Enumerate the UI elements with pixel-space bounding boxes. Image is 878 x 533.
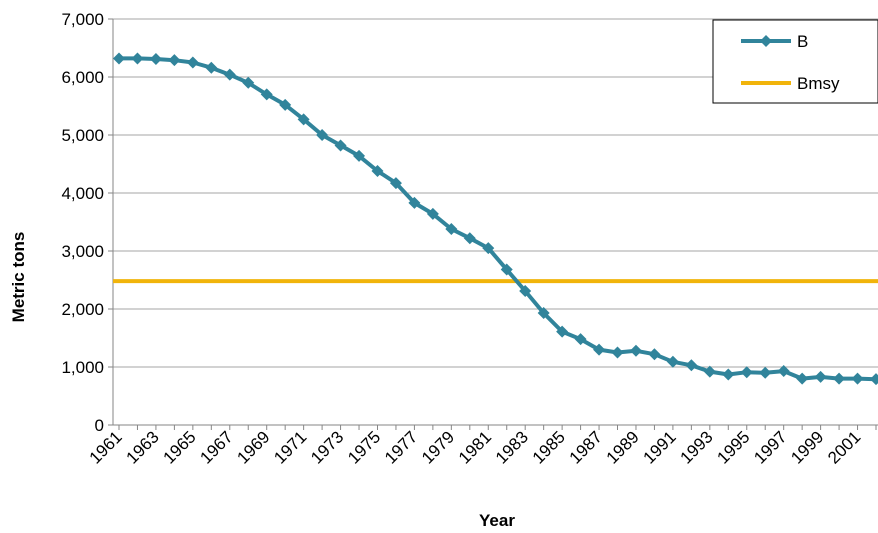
x-tick-label: 1985 <box>529 427 569 467</box>
data-point-b <box>426 207 439 220</box>
data-point-b <box>334 139 347 152</box>
data-point-b <box>703 365 716 378</box>
data-point-b <box>205 61 218 74</box>
data-point-b <box>722 368 735 381</box>
data-point-b <box>168 54 181 67</box>
data-point-b <box>113 52 125 65</box>
x-tick-labels: 1961196319651967196919711973197519771979… <box>86 427 865 467</box>
data-point-b <box>389 177 402 190</box>
data-point-b <box>242 76 255 89</box>
data-point-b <box>500 263 513 276</box>
x-tick-label: 1961 <box>86 427 126 467</box>
series-layer <box>113 52 878 386</box>
legend: B Bmsy <box>712 19 878 104</box>
y-tick-label: 3,000 <box>61 242 104 261</box>
x-tick-label: 1963 <box>123 427 163 467</box>
data-point-b <box>149 53 162 66</box>
x-tick-label: 1995 <box>713 427 753 467</box>
legend-box <box>712 19 878 104</box>
x-tick-label: 1991 <box>640 427 680 467</box>
x-tick-label: 1983 <box>492 427 532 467</box>
data-point-b <box>814 370 827 383</box>
data-point-b <box>260 88 273 101</box>
data-point-b <box>353 149 366 162</box>
data-point-b <box>740 366 753 379</box>
data-point-b <box>666 355 679 368</box>
y-tick-label: 6,000 <box>61 68 104 87</box>
x-tick-label: 1967 <box>196 427 236 467</box>
data-point-b <box>316 129 329 141</box>
x-tick-label: 1971 <box>270 427 310 467</box>
data-point-b <box>223 68 236 81</box>
x-tick-label: 2001 <box>824 427 864 467</box>
data-point-b <box>463 232 476 245</box>
gridlines <box>113 18 878 368</box>
x-tick-label: 1973 <box>307 427 347 467</box>
data-point-b <box>574 333 587 346</box>
data-point-b <box>371 164 384 177</box>
legend-label-bmsy: Bmsy <box>797 74 840 93</box>
x-tick-label: 1997 <box>750 427 790 467</box>
x-tick-label: 1969 <box>233 427 273 467</box>
y-tick-label: 7,000 <box>61 10 104 29</box>
data-point-b <box>593 343 606 356</box>
y-tick-label: 5,000 <box>61 126 104 145</box>
x-tick-label: 1979 <box>418 427 458 467</box>
data-point-b <box>759 366 772 379</box>
data-point-b <box>445 222 458 235</box>
y-tick-label: 4,000 <box>61 184 104 203</box>
data-point-b <box>777 365 790 378</box>
y-tick-label: 2,000 <box>61 300 104 319</box>
legend-label-b: B <box>797 32 808 51</box>
data-point-b <box>556 325 569 338</box>
y-axis-title: Metric tons <box>9 232 28 323</box>
y-tick-label: 0 <box>95 416 104 435</box>
x-tick-label: 1965 <box>159 427 199 467</box>
legend-marker-b <box>760 35 772 47</box>
data-point-b <box>685 359 698 372</box>
y-tick-label: 1,000 <box>61 358 104 377</box>
data-point-b <box>408 196 421 209</box>
data-point-b <box>297 113 310 126</box>
data-point-b <box>611 346 624 359</box>
data-point-b <box>186 56 199 69</box>
x-axis-title: Year <box>479 511 515 530</box>
data-point-b <box>537 307 550 320</box>
x-tick-label: 1999 <box>787 427 827 467</box>
data-point-b <box>648 348 661 361</box>
data-point-b <box>796 372 809 385</box>
data-point-b <box>131 52 144 65</box>
y-tick-labels: 0 1,000 2,000 3,000 4,000 5,000 6,000 7,000 <box>61 10 104 435</box>
data-point-b <box>629 344 642 357</box>
x-tick-label: 1977 <box>381 427 421 467</box>
data-point-b <box>519 285 532 298</box>
x-tick-label: 1981 <box>455 427 495 467</box>
axes <box>108 18 878 430</box>
x-tick-label: 1975 <box>344 427 384 467</box>
data-point-b <box>851 372 864 385</box>
data-point-b <box>870 373 878 386</box>
data-point-b <box>482 242 495 255</box>
x-tick-label: 1987 <box>566 427 606 467</box>
x-tick-label: 1989 <box>603 427 643 467</box>
data-point-b <box>279 98 292 111</box>
data-point-b <box>833 372 846 385</box>
x-tick-label: 1993 <box>676 427 716 467</box>
series-line-b <box>119 56 877 382</box>
